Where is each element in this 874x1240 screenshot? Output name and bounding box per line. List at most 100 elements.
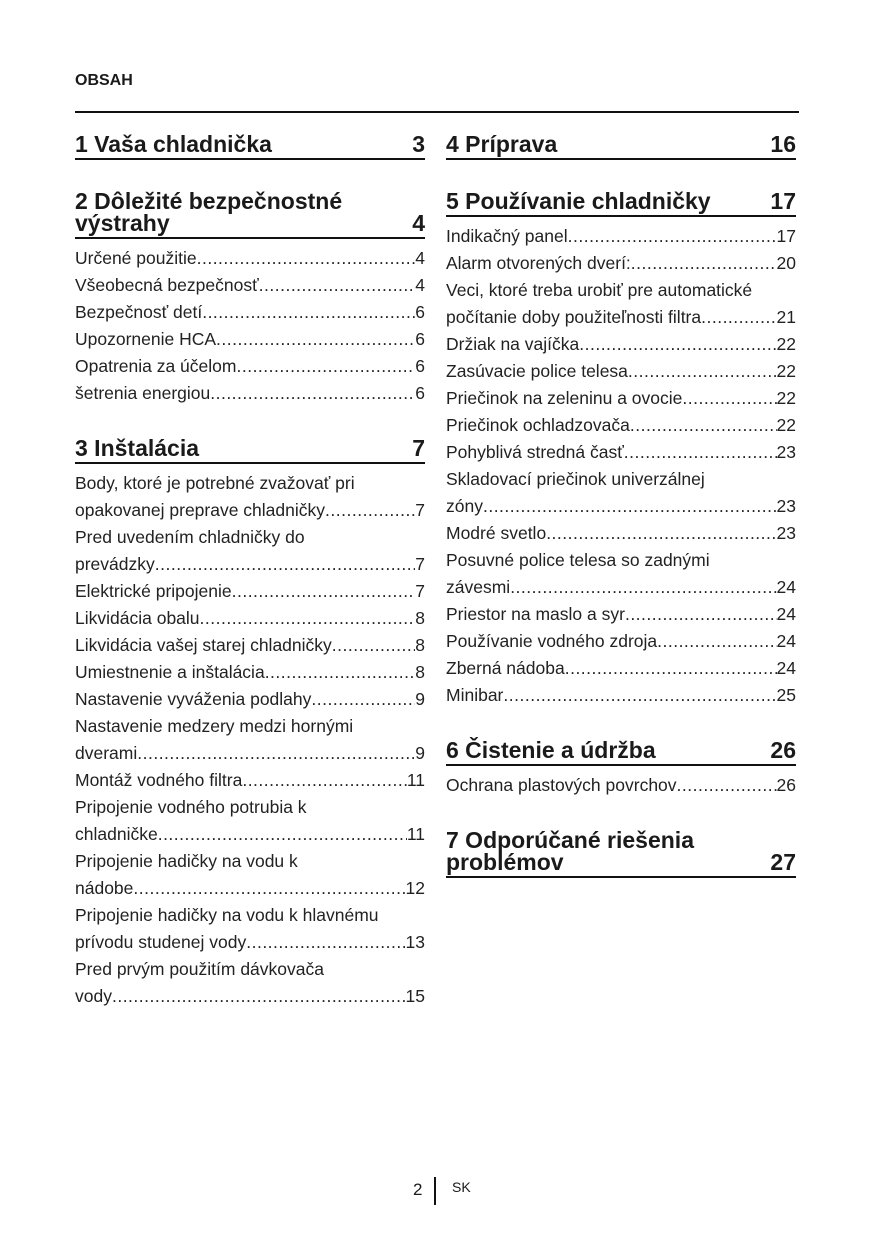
entry-text-line: Posuvné police telesa so zadnými bbox=[446, 550, 710, 570]
entry-text: vody bbox=[75, 986, 112, 1006]
section-title-line: 3 Inštalácia 7 bbox=[75, 437, 425, 460]
entry-text: Zberná nádoba bbox=[446, 658, 565, 678]
entry-last-line: Priestor na maslo a syr 24 bbox=[446, 601, 796, 628]
entry-last-line: Určené použitie 4 bbox=[75, 245, 425, 272]
toc-entry[interactable]: Umiestnenie a inštalácia 8 bbox=[75, 659, 425, 686]
entry-last-line: vody 15 bbox=[75, 983, 425, 1010]
toc-entry[interactable]: Nastavenie medzery medzi hornými dverami … bbox=[75, 713, 425, 767]
entry-last-line: Alarm otvorených dverí: 20 bbox=[446, 250, 796, 277]
dot-leader bbox=[158, 821, 407, 848]
toc-entry[interactable]: Pred prvým použitím dávkovača vody 15 bbox=[75, 956, 425, 1010]
toc-entry[interactable]: Upozornenie HCA 6 bbox=[75, 326, 425, 353]
entry-last-line: chladničke 11 bbox=[75, 821, 425, 848]
entry-text-line: Veci, ktoré treba urobiť pre automatické bbox=[446, 280, 753, 300]
toc-entry[interactable]: Ochrana plastových povrchov 26 bbox=[446, 772, 796, 799]
toc-entry[interactable]: Zasúvacie police telesa 22 bbox=[446, 358, 796, 385]
toc-entry[interactable]: Elektrické pripojenie 7 bbox=[75, 578, 425, 605]
entry-last-line: Zasúvacie police telesa 22 bbox=[446, 358, 796, 385]
dot-leader bbox=[631, 250, 777, 277]
toc-entry[interactable]: Priečinok ochladzovača 22 bbox=[446, 412, 796, 439]
toc-entry[interactable]: Opatrenia za účelom 6 bbox=[75, 353, 425, 380]
entry-text: prevádzky bbox=[75, 554, 155, 574]
toc-entry[interactable]: Likvidácia obalu 8 bbox=[75, 605, 425, 632]
toc-entry[interactable]: Používanie vodného zdroja 24 bbox=[446, 628, 796, 655]
toc-entry[interactable]: Modré svetlo 23 bbox=[446, 520, 796, 547]
dot-leader bbox=[242, 767, 407, 794]
dot-leader bbox=[265, 659, 416, 686]
toc-entry[interactable]: Pripojenie hadičky na vodu k nádobe 12 bbox=[75, 848, 425, 902]
toc-entry[interactable]: Body, ktoré je potrebné zvažovať pri opak… bbox=[75, 470, 425, 524]
entry-last-line: závesmi 24 bbox=[446, 574, 796, 601]
dot-leader bbox=[657, 628, 776, 655]
dot-leader bbox=[246, 929, 405, 956]
entry-page: 17 bbox=[776, 226, 796, 246]
entry-page: 24 bbox=[776, 577, 796, 597]
toc-section-heading[interactable]: 5 Používanie chladničky 17 bbox=[446, 190, 796, 217]
toc-entry[interactable]: Veci, ktoré treba urobiť pre automatické… bbox=[446, 277, 796, 331]
section-title-line: problémov 27 bbox=[446, 851, 796, 874]
toc-entry[interactable]: Zberná nádoba 24 bbox=[446, 655, 796, 682]
language-code: SK bbox=[452, 1179, 471, 1195]
toc-section-heading[interactable]: 3 Inštalácia 7 bbox=[75, 437, 425, 464]
toc-entry[interactable]: Priestor na maslo a syr 24 bbox=[446, 601, 796, 628]
toc-entry[interactable]: Alarm otvorených dverí: 20 bbox=[446, 250, 796, 277]
toc-section-heading[interactable]: 2 Dôležité bezpečnostné výstrahy 4 bbox=[75, 190, 425, 239]
entry-text: Nastavenie vyváženia podlahy bbox=[75, 689, 312, 709]
entry-page: 6 bbox=[415, 329, 425, 349]
entry-text: závesmi bbox=[446, 577, 511, 597]
section-title: 1 Vaša chladnička bbox=[75, 131, 272, 157]
entry-text-line: Body, ktoré je potrebné zvažovať pri bbox=[75, 473, 355, 493]
entry-page: 23 bbox=[776, 523, 796, 543]
dot-leader bbox=[325, 497, 415, 524]
toc-entry[interactable]: Pripojenie hadičky na vodu k hlavnému prí… bbox=[75, 902, 425, 956]
toc-entry[interactable]: šetrenia energiou 6 bbox=[75, 380, 425, 407]
entry-text-line: Pred uvedením chladničky do bbox=[75, 527, 305, 547]
toc-entry[interactable]: Minibar 25 bbox=[446, 682, 796, 709]
dot-leader bbox=[483, 493, 777, 520]
entry-text: Všeobecná bezpečnosť bbox=[75, 275, 259, 295]
entry-last-line: Montáž vodného filtra 11 bbox=[75, 767, 425, 794]
toc-section-heading[interactable]: 4 Príprava 16 bbox=[446, 133, 796, 160]
dot-leader bbox=[579, 331, 776, 358]
entry-text: Používanie vodného zdroja bbox=[446, 631, 658, 651]
toc-section-heading[interactable]: 7 Odporúčané riešenia problémov 27 bbox=[446, 829, 796, 878]
entry-page: 26 bbox=[776, 775, 796, 795]
entry-text: Zasúvacie police telesa bbox=[446, 361, 628, 381]
entry-page: 13 bbox=[405, 932, 425, 952]
entry-last-line: prevádzky 7 bbox=[75, 551, 425, 578]
dot-leader bbox=[259, 272, 416, 299]
toc-entry[interactable]: Pred uvedením chladničky do prevádzky 7 bbox=[75, 524, 425, 578]
entry-last-line: Zberná nádoba 24 bbox=[446, 655, 796, 682]
toc-entry[interactable]: Všeobecná bezpečnosť 4 bbox=[75, 272, 425, 299]
entry-text: Bezpečnosť detí bbox=[75, 302, 203, 322]
entry-text-line: Pripojenie hadičky na vodu k bbox=[75, 851, 298, 871]
toc-entry[interactable]: Držiak na vajíčka 22 bbox=[446, 331, 796, 358]
entry-last-line: Pohyblivá stredná časť 23 bbox=[446, 439, 796, 466]
entry-text: Umiestnenie a inštalácia bbox=[75, 662, 265, 682]
section-page: 16 bbox=[770, 131, 796, 157]
entry-text: Priečinok ochladzovača bbox=[446, 415, 630, 435]
toc-entry[interactable]: Posuvné police telesa so zadnými závesmi … bbox=[446, 547, 796, 601]
toc-entry[interactable]: Bezpečnosť detí 6 bbox=[75, 299, 425, 326]
toc-entry[interactable]: Montáž vodného filtra 11 bbox=[75, 767, 425, 794]
toc-entry[interactable]: Určené použitie 4 bbox=[75, 245, 425, 272]
entry-text-line: Pripojenie hadičky na vodu k hlavnému bbox=[75, 905, 379, 925]
toc-entry[interactable]: Pohyblivá stredná časť 23 bbox=[446, 439, 796, 466]
dot-leader bbox=[682, 385, 776, 412]
toc-section-heading[interactable]: 1 Vaša chladnička 3 bbox=[75, 133, 425, 160]
toc-entry[interactable]: Priečinok na zeleninu a ovocie 22 bbox=[446, 385, 796, 412]
entry-text: počítanie doby použiteľnosti filtra bbox=[446, 307, 702, 327]
toc-entry[interactable]: Pripojenie vodného potrubia k chladničke 1… bbox=[75, 794, 425, 848]
entry-last-line: Používanie vodného zdroja 24 bbox=[446, 628, 796, 655]
entry-last-line: Likvidácia obalu 8 bbox=[75, 605, 425, 632]
toc-entry[interactable]: Indikačný panel 17 bbox=[446, 223, 796, 250]
toc-section-heading[interactable]: 6 Čistenie a údržba 26 bbox=[446, 739, 796, 766]
dot-leader bbox=[503, 682, 776, 709]
entry-last-line: nádobe 12 bbox=[75, 875, 425, 902]
entry-last-line: Všeobecná bezpečnosť 4 bbox=[75, 272, 425, 299]
entry-page: 6 bbox=[415, 356, 425, 376]
toc-entry[interactable]: Skladovací priečinok univerzálnej zóny 23 bbox=[446, 466, 796, 520]
entry-last-line: Modré svetlo 23 bbox=[446, 520, 796, 547]
toc-entry[interactable]: Likvidácia vašej starej chladničky 8 bbox=[75, 632, 425, 659]
toc-entry[interactable]: Nastavenie vyváženia podlahy 9 bbox=[75, 686, 425, 713]
